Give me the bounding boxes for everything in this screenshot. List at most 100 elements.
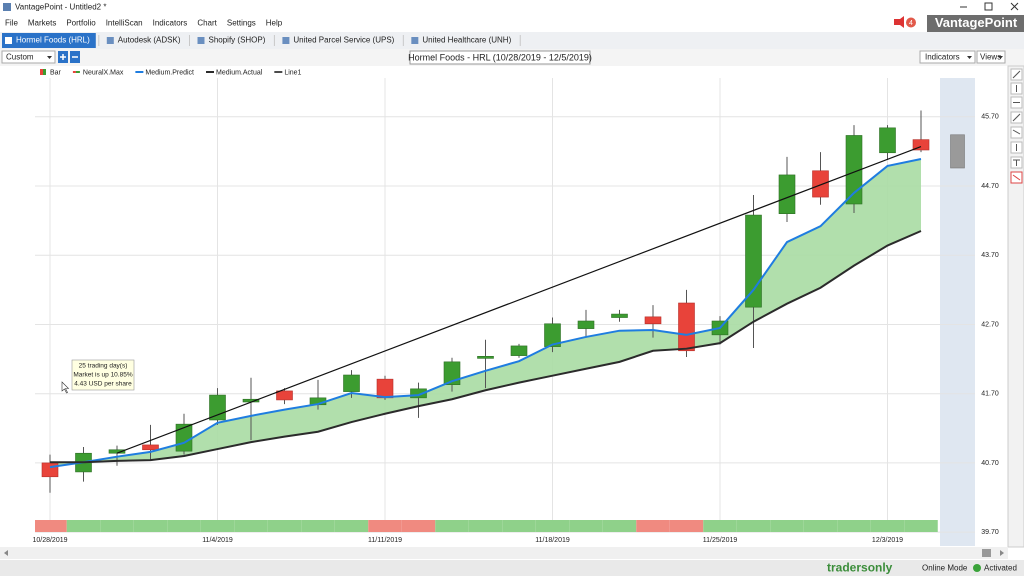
layout-select[interactable] bbox=[1, 50, 56, 64]
annotation-text: Market is up 10.85% bbox=[73, 372, 132, 379]
signal-cell bbox=[401, 520, 436, 532]
x-tick-label: 11/18/2019 bbox=[535, 537, 570, 544]
indicators-select[interactable] bbox=[919, 50, 976, 64]
scroll-thumb[interactable] bbox=[982, 549, 991, 557]
views-select[interactable] bbox=[976, 50, 1006, 64]
menu-item[interactable]: Markets bbox=[28, 19, 56, 28]
x-tick-label: 10/28/2019 bbox=[32, 537, 67, 544]
signal-cell bbox=[502, 520, 536, 532]
y-tick-label: 42.70 bbox=[981, 321, 999, 328]
status-mode: Online Mode bbox=[922, 564, 968, 573]
notification-count: 4 bbox=[909, 20, 913, 27]
menu-item[interactable]: Portfolio bbox=[66, 19, 96, 28]
legend-label: Bar bbox=[50, 69, 62, 76]
scroll-right[interactable] bbox=[1000, 550, 1004, 556]
signal-cell bbox=[368, 520, 402, 532]
annotation-text: 25 trading day(s) bbox=[79, 363, 128, 370]
tab-background bbox=[103, 33, 187, 48]
signal-cell bbox=[870, 520, 905, 532]
drawing-tools bbox=[1010, 68, 1023, 184]
menu-item[interactable]: IntelliScan bbox=[106, 19, 143, 28]
signal-cell bbox=[200, 520, 235, 532]
scroll-left[interactable] bbox=[4, 550, 8, 556]
signal-cell bbox=[167, 520, 201, 532]
candle-body bbox=[845, 135, 863, 205]
tab[interactable]: Shopify (SHOP) bbox=[194, 33, 275, 48]
signal-cell bbox=[267, 520, 302, 532]
tab[interactable]: Hormel Foods (HRL) bbox=[2, 33, 100, 48]
menu-item[interactable]: Indicators bbox=[153, 19, 188, 28]
signal-cell bbox=[435, 520, 469, 532]
dropdown-arrow bbox=[47, 56, 52, 59]
menu-item[interactable]: File bbox=[5, 19, 18, 28]
signal-cell bbox=[904, 520, 938, 532]
tab[interactable]: Autodesk (ADSK) bbox=[103, 33, 190, 48]
tab-icon bbox=[197, 37, 205, 44]
candle-body bbox=[544, 323, 561, 347]
signal-cell bbox=[569, 520, 603, 532]
menu-item[interactable]: Settings bbox=[227, 19, 256, 28]
annotation-box bbox=[71, 359, 135, 391]
legend-swatch bbox=[43, 69, 46, 75]
y-tick-label: 44.70 bbox=[981, 183, 999, 190]
legend-label: Line1 bbox=[284, 69, 301, 76]
mouse-cursor bbox=[61, 381, 70, 394]
signal-cell bbox=[602, 520, 637, 532]
legend-entry: Medium.Predict bbox=[135, 69, 194, 76]
dropdown-arrow bbox=[967, 56, 972, 59]
y-tick-label: 40.70 bbox=[981, 460, 999, 467]
legend-swatch bbox=[72, 71, 76, 73]
signal-cell bbox=[234, 520, 268, 532]
tab[interactable]: United Healthcare (UNH) bbox=[408, 33, 521, 48]
scrollbar[interactable] bbox=[0, 547, 1008, 559]
close-button[interactable] bbox=[1010, 2, 1019, 11]
y-tick-label: 41.70 bbox=[981, 391, 999, 398]
x-tick-label: 11/25/2019 bbox=[703, 537, 738, 544]
signal-cell bbox=[35, 520, 67, 532]
menu-item[interactable]: Help bbox=[266, 19, 283, 28]
legend-swatch bbox=[40, 69, 43, 75]
tab-icon bbox=[5, 37, 12, 44]
tab-icon bbox=[106, 37, 114, 44]
maximize-button[interactable] bbox=[984, 2, 993, 11]
tab-label: United Healthcare (UNH) bbox=[422, 36, 511, 45]
tab[interactable]: United Parcel Service (UPS) bbox=[279, 33, 404, 48]
signal-cell bbox=[703, 520, 737, 532]
dropdown-arrow bbox=[998, 56, 1003, 59]
candle-body bbox=[41, 462, 59, 478]
legend-swatch bbox=[75, 71, 80, 73]
plus-icon bbox=[60, 54, 66, 60]
plot: Bar NeuralX.Max Medium.Predict Medium.Actua… bbox=[32, 69, 999, 544]
chart-title: Hormel Foods - HRL (10/28/2019 - 12/5/20… bbox=[408, 52, 592, 62]
legend-entry: NeuralX.Max bbox=[72, 69, 124, 76]
candle-body bbox=[410, 388, 427, 399]
tab-label: Shopify (SHOP) bbox=[209, 36, 266, 45]
menu-item[interactable]: Chart bbox=[197, 19, 217, 28]
forecast-bar bbox=[950, 134, 965, 169]
tab-background bbox=[194, 33, 272, 48]
legend-label: Medium.Predict bbox=[145, 69, 194, 76]
tool-icon bbox=[1013, 159, 1020, 166]
candle-body bbox=[912, 139, 930, 151]
signal-cell bbox=[468, 520, 503, 532]
tab-background bbox=[279, 33, 401, 48]
brand-banner bbox=[927, 15, 1024, 32]
legend-label: NeuralX.Max bbox=[83, 69, 124, 76]
signal-cell bbox=[770, 520, 804, 532]
trend-line bbox=[116, 145, 922, 454]
candle-body bbox=[276, 390, 293, 401]
tool-icon bbox=[1012, 70, 1021, 79]
signal-cell bbox=[100, 520, 134, 532]
y-tick-label: 45.70 bbox=[981, 114, 999, 121]
candle-body bbox=[477, 356, 494, 359]
series-line bbox=[49, 158, 922, 469]
notification-icon[interactable] bbox=[894, 16, 904, 28]
x-tick-label: 11/11/2019 bbox=[368, 537, 402, 544]
series-line bbox=[50, 230, 922, 464]
legend-entry: Medium.Actual bbox=[206, 69, 263, 76]
indicators-label: Indicators bbox=[925, 53, 960, 62]
drawing-toolbar bbox=[1007, 65, 1024, 548]
status-icon bbox=[973, 564, 981, 572]
